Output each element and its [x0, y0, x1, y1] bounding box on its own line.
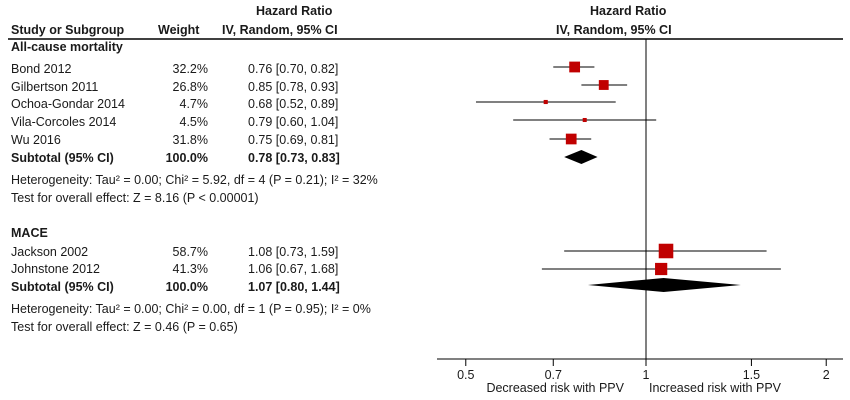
study-name: Wu 2016 [11, 133, 61, 147]
header-plot-title: Hazard Ratio [590, 4, 667, 18]
header-plot-method: IV, Random, 95% CI [556, 23, 672, 37]
study-marker [565, 133, 577, 145]
subtotal-weight: 100.0% [166, 280, 208, 294]
x-tick-label: 1.5 [743, 368, 760, 382]
study-name: Gilbertson 2011 [11, 80, 98, 94]
study-ci: 0.85 [0.78, 0.93] [248, 80, 338, 94]
subtotal-diamond [564, 150, 598, 164]
axis-right-label: Increased risk with PPV [649, 381, 782, 395]
study-weight: 26.8% [173, 80, 208, 94]
study-weight: 32.2% [173, 62, 208, 76]
group-title-mace: MACE [11, 226, 48, 240]
heterogeneity-text: Heterogeneity: Tau² = 0.00; Chi² = 5.92,… [11, 173, 378, 187]
study-weight: 4.5% [180, 115, 209, 129]
subtotal-ci: 1.07 [0.80, 1.44] [248, 280, 340, 294]
subtotal-weight: 100.0% [166, 151, 208, 165]
axis-left-label: Decreased risk with PPV [486, 381, 624, 395]
study-name: Ochoa-Gondar 2014 [11, 97, 125, 111]
study-weight: 4.7% [180, 97, 209, 111]
subtotal-ci: 0.78 [0.73, 0.83] [248, 151, 340, 165]
header-study: Study or Subgroup [11, 23, 125, 37]
x-tick-label: 0.5 [457, 368, 474, 382]
subtotal-label: Subtotal (95% CI) [11, 280, 114, 294]
x-tick-label: 2 [823, 368, 830, 382]
study-marker [598, 80, 609, 90]
study-ci: 1.06 [0.67, 1.68] [248, 262, 338, 276]
header-weight: Weight [158, 23, 200, 37]
study-weight: 41.3% [173, 262, 208, 276]
study-name: Vila-Corcoles 2014 [11, 115, 116, 129]
study-ci: 0.68 [0.52, 0.89] [248, 97, 338, 111]
study-ci: 1.08 [0.73, 1.59] [248, 245, 338, 259]
study-marker [582, 117, 587, 123]
study-marker [569, 61, 581, 73]
heterogeneity-text: Heterogeneity: Tau² = 0.00; Chi² = 0.00,… [11, 302, 371, 316]
x-tick-label: 1 [643, 368, 650, 382]
study-name: Bond 2012 [11, 62, 72, 76]
x-tick-label: 0.7 [545, 368, 562, 382]
subtotal-diamond [587, 278, 741, 292]
study-ci: 0.75 [0.69, 0.81] [248, 133, 338, 147]
study-ci: 0.76 [0.70, 0.82] [248, 62, 338, 76]
forest-marks [475, 61, 781, 292]
overall-effect-text: Test for overall effect: Z = 8.16 (P < 0… [11, 191, 259, 205]
study-ci: 0.79 [0.60, 1.04] [248, 115, 338, 129]
study-marker [543, 99, 548, 105]
x-axis: 0.5 0.7 1 1.5 2 [437, 358, 843, 382]
overall-effect-text: Test for overall effect: Z = 0.46 (P = 0… [11, 320, 238, 334]
study-marker [655, 262, 668, 276]
header-hr-method: IV, Random, 95% CI [222, 23, 338, 37]
study-name: Jackson 2002 [11, 245, 88, 259]
study-weight: 58.7% [173, 245, 208, 259]
study-name: Johnstone 2012 [11, 262, 100, 276]
subtotal-label: Subtotal (95% CI) [11, 151, 114, 165]
study-weight: 31.8% [173, 133, 208, 147]
group-title-all-cause: All-cause mortality [11, 40, 123, 54]
study-marker [658, 243, 674, 259]
header-hr-title: Hazard Ratio [256, 4, 333, 18]
